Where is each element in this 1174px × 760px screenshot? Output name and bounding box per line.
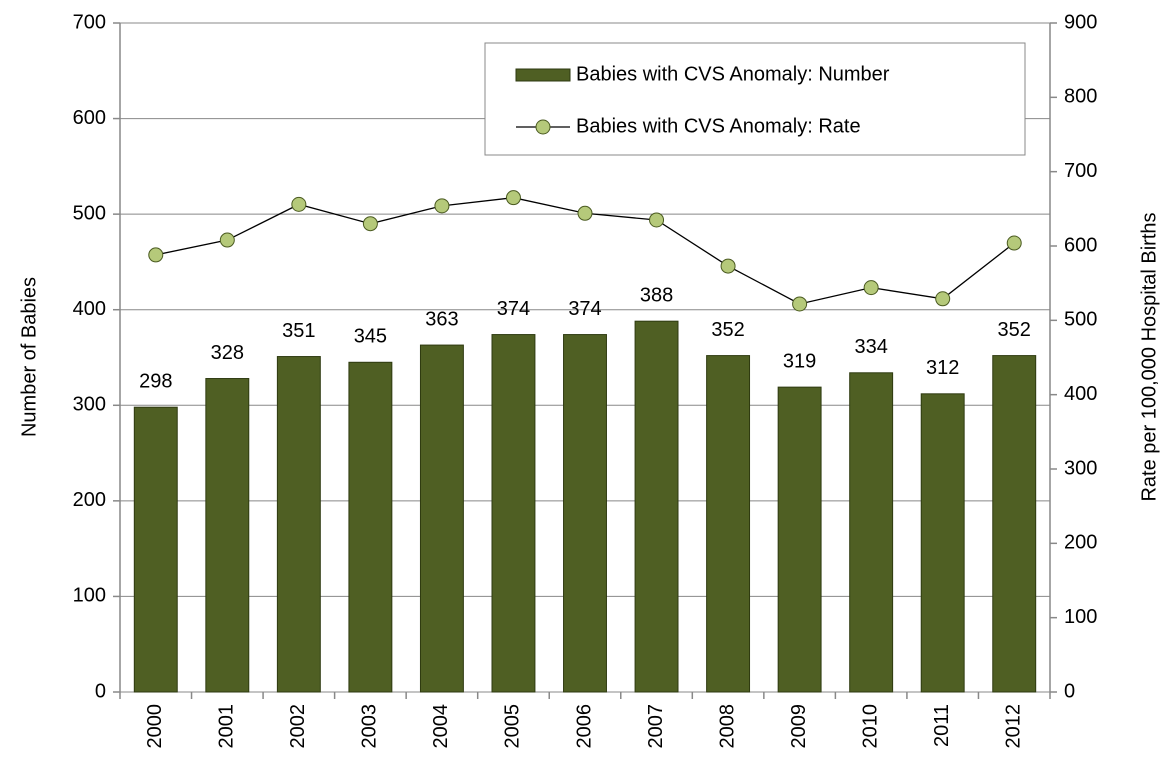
rate-point (863, 280, 879, 296)
bar (706, 355, 751, 693)
data-label: 388 (640, 284, 673, 306)
bar (920, 393, 965, 693)
rate-point (505, 190, 521, 206)
y-tick-label: 700 (73, 11, 106, 33)
bar (133, 406, 178, 693)
legend-swatch (515, 68, 571, 82)
x-tick-label: 2005 (502, 704, 524, 749)
rate-point (649, 212, 665, 228)
y2-tick-label: 600 (1064, 234, 1097, 256)
x-tick-label: 2010 (859, 704, 881, 749)
bar (563, 334, 607, 693)
rate-point (148, 247, 164, 263)
bar (276, 356, 321, 693)
y-tick-label: 200 (73, 489, 106, 511)
y2-tick-label: 800 (1064, 86, 1097, 108)
x-tick-label: 2000 (144, 704, 166, 749)
rate-point (362, 216, 378, 232)
y2-tick-label: 0 (1064, 680, 1075, 702)
bar (777, 386, 822, 693)
x-tick-label: 2004 (430, 704, 452, 749)
y-tick-label: 100 (73, 585, 106, 607)
data-label: 352 (711, 319, 744, 341)
rate-point (935, 291, 951, 307)
data-label: 334 (854, 336, 887, 358)
data-label: 351 (282, 320, 315, 342)
x-tick-label: 2007 (645, 704, 667, 749)
y2-tick-label: 300 (1064, 457, 1097, 479)
bar (205, 378, 250, 693)
x-tick-label: 2009 (788, 704, 810, 749)
y-tick-label: 500 (73, 202, 106, 224)
rate-point (577, 205, 593, 221)
y-tick-label: 400 (73, 298, 106, 320)
y2-tick-label: 200 (1064, 532, 1097, 554)
y-tick-label: 0 (95, 680, 106, 702)
data-label: 352 (998, 319, 1031, 341)
rate-point (219, 232, 235, 248)
y2-tick-label: 700 (1064, 160, 1097, 182)
x-tick-label: 2002 (287, 704, 309, 749)
data-label: 374 (497, 298, 530, 320)
legend-box (484, 42, 1026, 156)
legend-label: Babies with CVS Anomaly: Rate (576, 115, 861, 137)
y2-tick-label: 900 (1064, 11, 1097, 33)
bar (634, 320, 679, 693)
bar (849, 372, 894, 693)
y2-axis-label: Rate per 100,000 Hospital Births (1138, 212, 1160, 501)
rate-point (434, 198, 450, 214)
x-tick-label: 2012 (1003, 704, 1025, 749)
y-tick-label: 300 (73, 394, 106, 416)
y-tick-label: 600 (73, 107, 106, 129)
bar (348, 361, 393, 693)
bar (491, 334, 536, 693)
y2-tick-label: 100 (1064, 606, 1097, 628)
data-label: 374 (568, 298, 601, 320)
data-label: 312 (926, 357, 959, 379)
y2-tick-label: 500 (1064, 309, 1097, 331)
data-label: 319 (783, 350, 816, 372)
y-axis-label: Number of Babies (18, 277, 40, 437)
x-tick-label: 2001 (216, 704, 238, 749)
data-label: 298 (139, 370, 172, 392)
data-label: 328 (211, 342, 244, 364)
y2-tick-label: 400 (1064, 383, 1097, 405)
rate-point (720, 258, 736, 274)
rate-point (291, 196, 307, 212)
data-label: 363 (425, 308, 458, 330)
x-tick-label: 2006 (573, 704, 595, 749)
legend-label: Babies with CVS Anomaly: Number (576, 63, 890, 85)
data-label: 345 (354, 326, 387, 348)
bar (419, 344, 464, 693)
rate-point (1006, 235, 1022, 251)
x-tick-label: 2003 (359, 704, 381, 749)
rate-point (792, 296, 808, 312)
legend-marker (535, 119, 551, 135)
x-tick-label: 2011 (931, 704, 953, 747)
bar (992, 355, 1037, 693)
x-tick-label: 2008 (716, 704, 738, 749)
